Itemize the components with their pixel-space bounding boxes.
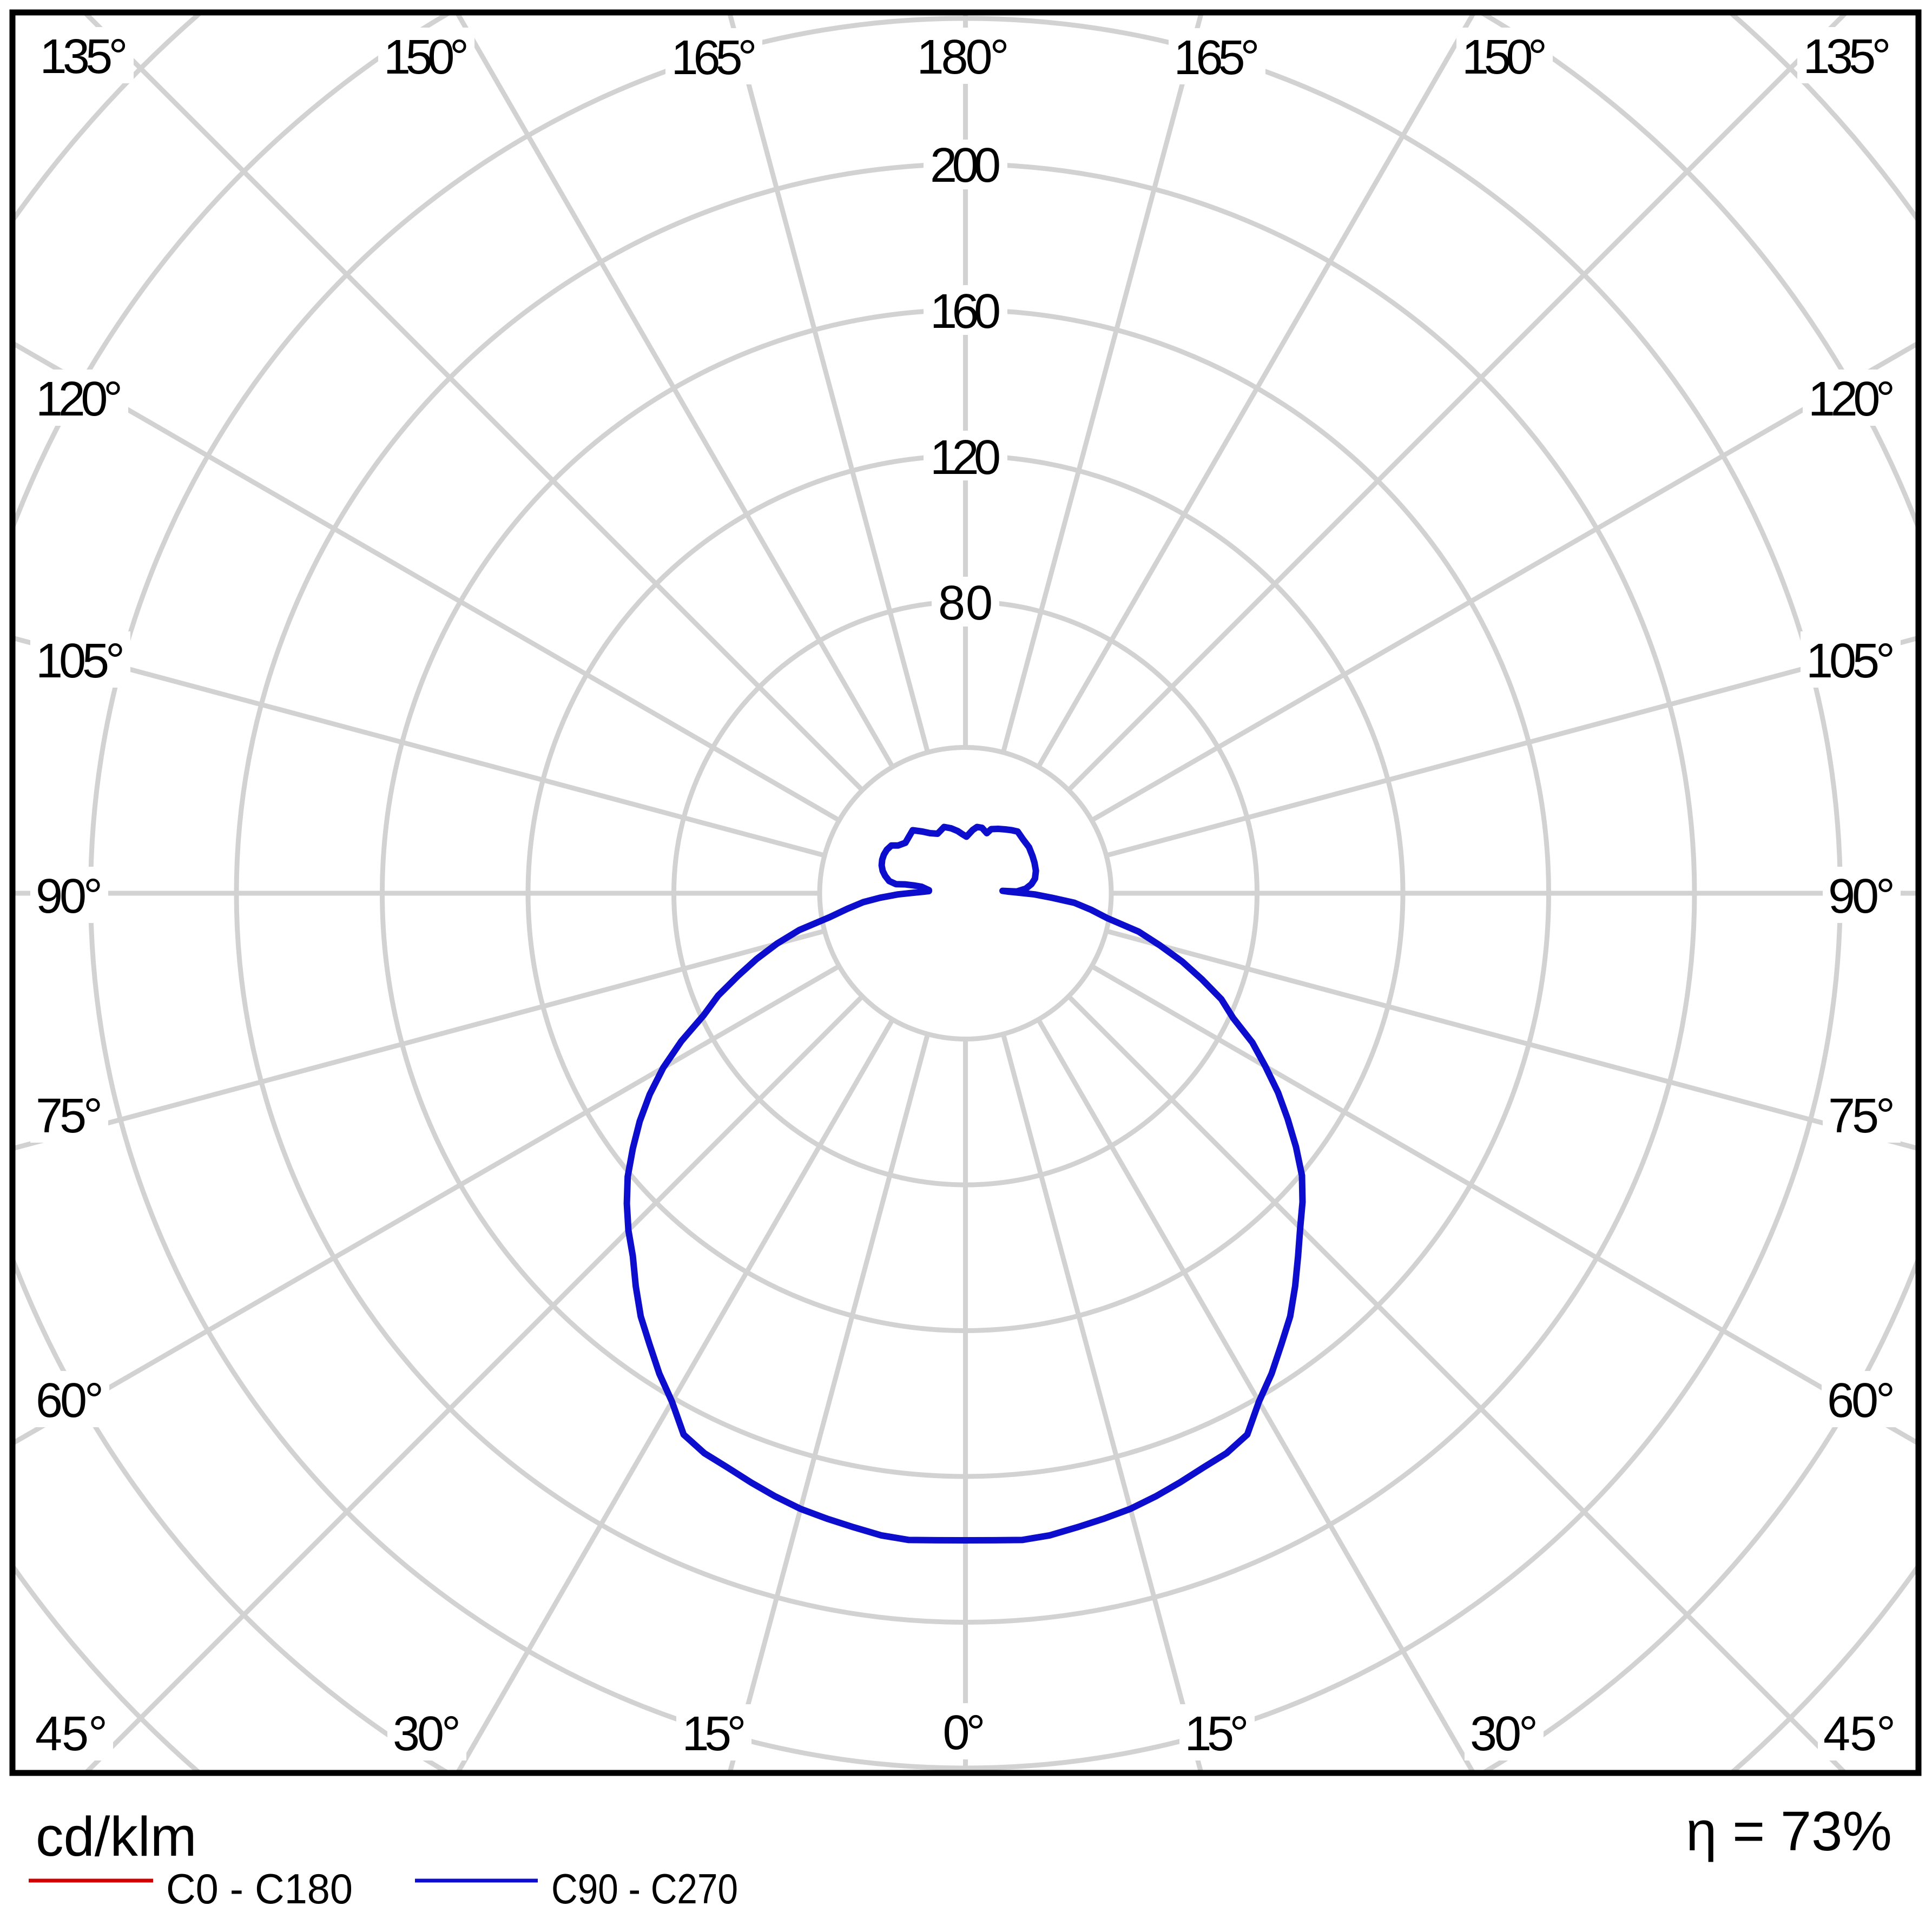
- svg-text:cd/klm: cd/klm: [36, 1805, 197, 1868]
- svg-text:30°: 30°: [1470, 1707, 1538, 1761]
- svg-text:90°: 90°: [36, 869, 103, 924]
- svg-text:η = 73%: η = 73%: [1686, 1800, 1892, 1862]
- svg-text:30°: 30°: [393, 1707, 461, 1761]
- svg-text:90°: 90°: [1828, 869, 1895, 924]
- svg-text:150°: 150°: [384, 30, 469, 84]
- svg-text:150°: 150°: [1462, 30, 1547, 84]
- svg-text:60°: 60°: [1827, 1374, 1895, 1428]
- svg-text:45°: 45°: [35, 1707, 108, 1761]
- svg-text:200: 200: [930, 139, 1001, 193]
- svg-text:135°: 135°: [1803, 30, 1891, 84]
- svg-text:75°: 75°: [1828, 1089, 1895, 1143]
- svg-text:120°: 120°: [36, 372, 123, 426]
- svg-text:C0 - C180: C0 - C180: [166, 1865, 353, 1913]
- svg-text:105°: 105°: [36, 634, 125, 688]
- svg-text:C90 - C270: C90 - C270: [551, 1865, 738, 1913]
- svg-text:180°: 180°: [917, 30, 1010, 84]
- svg-text:45°: 45°: [1823, 1707, 1896, 1761]
- svg-text:165°: 165°: [1174, 31, 1260, 85]
- svg-text:135°: 135°: [40, 30, 128, 84]
- svg-text:60°: 60°: [36, 1374, 104, 1428]
- svg-text:105°: 105°: [1806, 634, 1895, 688]
- svg-text:15°: 15°: [682, 1707, 747, 1761]
- svg-text:0°: 0°: [943, 1706, 986, 1760]
- svg-text:165°: 165°: [671, 31, 757, 85]
- svg-text:120°: 120°: [1808, 372, 1895, 426]
- svg-text:75°: 75°: [36, 1089, 103, 1143]
- svg-text:15°: 15°: [1185, 1707, 1249, 1761]
- svg-text:160: 160: [930, 285, 1001, 339]
- svg-text:80: 80: [938, 576, 993, 630]
- svg-text:120: 120: [930, 431, 1001, 485]
